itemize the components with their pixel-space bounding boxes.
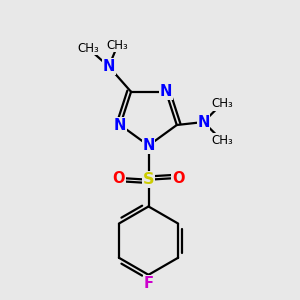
Text: N: N [114, 118, 126, 133]
Text: N: N [160, 84, 172, 99]
Text: CH₃: CH₃ [211, 134, 233, 147]
Text: CH₃: CH₃ [211, 97, 233, 110]
Text: N: N [197, 115, 210, 130]
Text: N: N [142, 138, 155, 153]
Text: O: O [112, 171, 125, 186]
Text: N: N [103, 59, 115, 74]
Text: O: O [172, 171, 184, 186]
Text: S: S [143, 172, 154, 187]
Text: F: F [143, 276, 154, 291]
Text: CH₃: CH₃ [107, 39, 128, 52]
Text: CH₃: CH₃ [77, 42, 99, 55]
